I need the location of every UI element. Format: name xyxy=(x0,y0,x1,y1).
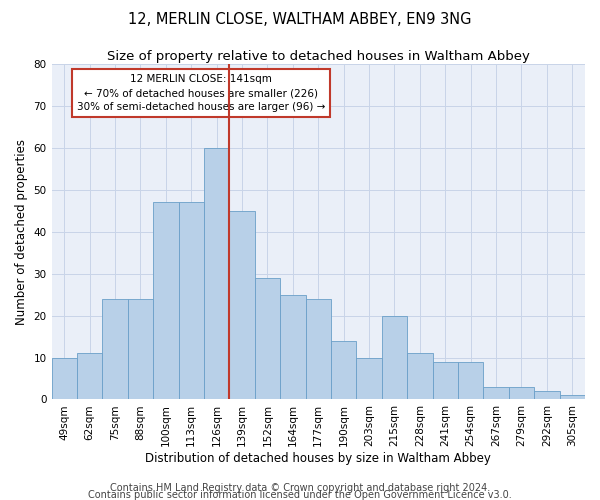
Bar xyxy=(255,278,280,400)
Bar xyxy=(305,299,331,400)
Bar xyxy=(153,202,179,400)
Bar xyxy=(77,354,103,400)
Bar xyxy=(103,299,128,400)
Bar xyxy=(560,396,585,400)
Bar xyxy=(534,391,560,400)
Bar xyxy=(52,358,77,400)
Bar xyxy=(407,354,433,400)
Y-axis label: Number of detached properties: Number of detached properties xyxy=(15,139,28,325)
X-axis label: Distribution of detached houses by size in Waltham Abbey: Distribution of detached houses by size … xyxy=(145,452,491,465)
Bar xyxy=(229,211,255,400)
Text: Contains HM Land Registry data © Crown copyright and database right 2024.: Contains HM Land Registry data © Crown c… xyxy=(110,483,490,493)
Bar xyxy=(356,358,382,400)
Bar xyxy=(280,294,305,400)
Bar xyxy=(433,362,458,400)
Bar xyxy=(458,362,484,400)
Bar xyxy=(331,341,356,400)
Title: Size of property relative to detached houses in Waltham Abbey: Size of property relative to detached ho… xyxy=(107,50,530,63)
Bar xyxy=(204,148,229,400)
Bar xyxy=(382,316,407,400)
Bar xyxy=(128,299,153,400)
Text: 12, MERLIN CLOSE, WALTHAM ABBEY, EN9 3NG: 12, MERLIN CLOSE, WALTHAM ABBEY, EN9 3NG xyxy=(128,12,472,28)
Bar xyxy=(484,387,509,400)
Bar xyxy=(179,202,204,400)
Bar xyxy=(509,387,534,400)
Text: Contains public sector information licensed under the Open Government Licence v3: Contains public sector information licen… xyxy=(88,490,512,500)
Text: 12 MERLIN CLOSE: 141sqm
← 70% of detached houses are smaller (226)
30% of semi-d: 12 MERLIN CLOSE: 141sqm ← 70% of detache… xyxy=(77,74,325,112)
